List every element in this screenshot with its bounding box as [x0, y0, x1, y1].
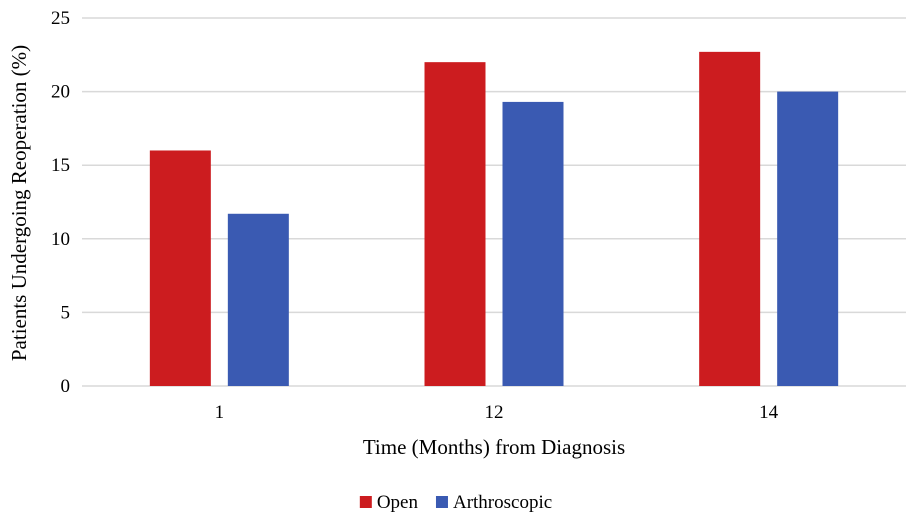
y-tick-label: 5 [61, 302, 71, 323]
x-tick-label: 12 [485, 402, 504, 423]
x-tick-label: 14 [759, 402, 779, 423]
legend-swatch-open [359, 496, 372, 508]
legend-label-arthroscopic: Arthroscopic [453, 492, 552, 513]
x-tick-label: 1 [215, 402, 225, 423]
x-axis-label: Time (Months) from Diagnosis [363, 435, 625, 459]
legend: Open Arthroscopic [359, 492, 552, 513]
y-axis-label: Patients Undergoing Reoperation (%) [7, 45, 31, 361]
legend-label-open: Open [377, 492, 419, 513]
bar-open-12 [424, 62, 486, 386]
legend-swatch-arthroscopic [435, 496, 448, 508]
gridlines [82, 17, 906, 387]
bar-open-1 [149, 150, 211, 386]
y-tick-label: 20 [51, 82, 70, 103]
bar-arthroscopic-1 [227, 213, 289, 386]
y-tick-label: 0 [61, 376, 71, 397]
y-tick-label: 10 [51, 229, 70, 250]
bar-open-14 [699, 51, 761, 387]
bar-arthroscopic-14 [777, 91, 839, 386]
y-tick-label: 15 [51, 155, 70, 176]
x-axis-ticks: 1 12 14 [215, 402, 779, 423]
y-axis-ticks: 0 5 10 15 20 25 [51, 8, 70, 397]
bars [149, 51, 839, 387]
bar-arthroscopic-12 [502, 101, 564, 387]
y-tick-label: 25 [51, 8, 70, 29]
